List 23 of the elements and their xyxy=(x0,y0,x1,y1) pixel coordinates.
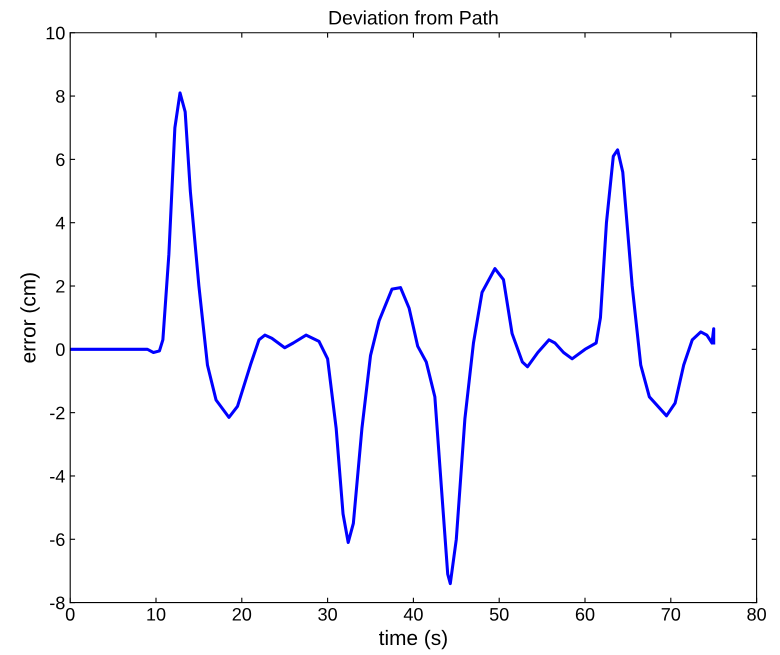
y-tick-label: -8 xyxy=(50,596,65,610)
y-tick-label: 4 xyxy=(56,216,65,230)
x-tick-label: 10 xyxy=(147,608,166,621)
x-axis-title: time (s) xyxy=(379,630,447,650)
y-tick-label: 8 xyxy=(56,90,65,103)
y-tick-label: 6 xyxy=(56,153,65,166)
x-tick-label: 30 xyxy=(318,608,337,621)
x-tick-label: 50 xyxy=(490,608,509,621)
line-series xyxy=(70,91,716,586)
y-tick-label: -4 xyxy=(50,470,65,483)
y-tick-label: -2 xyxy=(50,406,64,420)
y-tick-label: 0 xyxy=(56,343,65,356)
x-tick-label: 70 xyxy=(662,608,680,621)
chart-title: Deviation from Path xyxy=(330,10,498,25)
x-tick-label: 80 xyxy=(747,608,766,621)
x-tick-label: 20 xyxy=(232,608,252,621)
y-tick-label: -6 xyxy=(50,533,65,546)
y-tick-label: 10 xyxy=(46,26,65,40)
y-tick-label: 2 xyxy=(56,280,64,293)
x-tick-label: 0 xyxy=(66,608,75,621)
x-tick-label: 60 xyxy=(576,608,594,621)
x-tick-label: 40 xyxy=(404,608,423,621)
y-axis-title: error (cm) xyxy=(20,273,40,362)
